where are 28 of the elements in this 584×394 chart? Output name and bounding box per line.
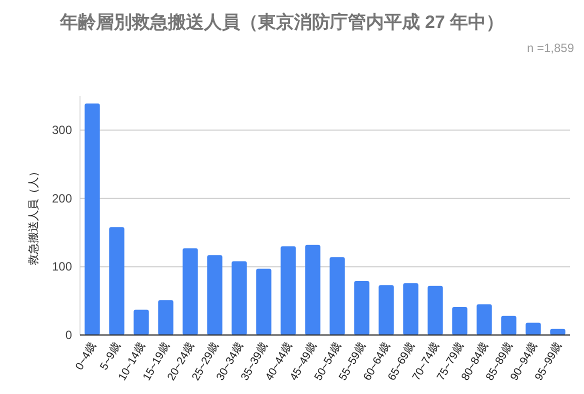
bar [330, 257, 345, 335]
bar [476, 304, 492, 335]
bar [305, 244, 320, 335]
bar [158, 300, 174, 335]
y-tick-label: 0 [65, 328, 72, 342]
x-tick-label: 0~4歳 [72, 340, 99, 372]
bar [232, 261, 247, 335]
bar [256, 268, 272, 335]
bar [378, 285, 394, 335]
text: n =1,859 [526, 41, 574, 55]
bar [403, 283, 418, 335]
bar [182, 248, 198, 335]
y-tick-label: 200 [52, 191, 72, 206]
bar [354, 281, 370, 335]
bar [134, 310, 149, 335]
bar [280, 246, 296, 335]
chart-title: 年齢層別救急搬送人員（東京消防庁管内平成 27 年中） [58, 12, 504, 32]
bar [452, 307, 468, 335]
y-tick-label: 300 [52, 123, 72, 138]
bar [84, 104, 100, 335]
x-tick-label: 5~9歳 [97, 340, 124, 372]
y-tick-label: 100 [52, 260, 72, 274]
y-axis-title: 救急搬送人員（人） [28, 166, 40, 266]
bar [501, 316, 516, 335]
bar [526, 322, 541, 335]
bar [207, 255, 222, 335]
bar [428, 286, 443, 335]
bar [109, 227, 124, 335]
